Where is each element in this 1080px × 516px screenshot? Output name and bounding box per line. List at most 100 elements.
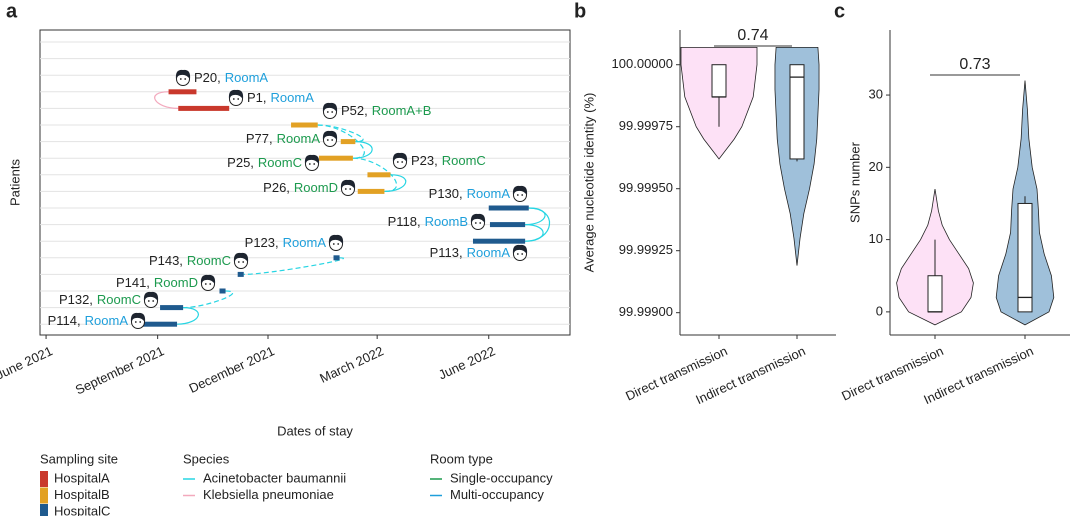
patient-id: P123, xyxy=(245,235,279,250)
icon-eye xyxy=(179,78,182,80)
patient-label: P141, RoomD xyxy=(116,275,198,290)
patient-icon xyxy=(512,244,528,261)
patient-id: P25, xyxy=(227,155,254,170)
stay-bar xyxy=(178,105,230,111)
patient-id: P113, xyxy=(430,245,463,260)
patient-icon xyxy=(322,130,338,147)
icon-eye xyxy=(337,243,340,245)
icon-eye xyxy=(331,139,334,141)
icon-eye xyxy=(209,283,212,285)
patient-icon xyxy=(392,152,408,169)
icon-eye xyxy=(204,283,207,285)
icon-hair xyxy=(512,244,528,254)
legend-title: Room type xyxy=(430,451,493,466)
patient-icon xyxy=(304,154,320,171)
patient-label: P113, RoomA xyxy=(430,245,511,260)
patient-id: P114, xyxy=(48,313,81,328)
patient-label: P26, RoomD xyxy=(263,180,338,195)
patient-id: P20, xyxy=(194,70,221,85)
box-body xyxy=(789,64,805,160)
icon-hair xyxy=(512,185,528,195)
legend-label: HospitalB xyxy=(54,487,110,502)
icon-eye xyxy=(152,300,155,302)
room-name: RoomA xyxy=(467,245,511,260)
bracket-label: 0.74 xyxy=(737,27,768,44)
room-name: RoomA xyxy=(225,70,269,85)
panel-letter: c xyxy=(834,0,845,22)
transmission-link xyxy=(525,207,551,242)
bracket-label: 0.73 xyxy=(959,56,990,73)
icon-eye xyxy=(232,98,235,100)
icon-hair xyxy=(228,89,244,99)
icon-eye xyxy=(479,222,482,224)
stay-bar xyxy=(472,238,526,244)
patient-icon xyxy=(328,234,344,251)
icon-hair xyxy=(175,69,191,79)
icon-eye xyxy=(516,194,519,196)
icon-eye xyxy=(521,253,524,255)
patient-icon xyxy=(233,252,249,269)
icon-eye xyxy=(139,321,142,323)
patient-icon xyxy=(322,102,338,119)
icon-hair xyxy=(328,234,344,244)
icon-hair xyxy=(233,252,249,262)
room-name: RoomC xyxy=(258,155,302,170)
icon-eye xyxy=(331,111,334,113)
patient-label: P77, RoomA xyxy=(246,131,320,146)
x-tick-label: September 2021 xyxy=(73,343,166,397)
patient-label: P130, RoomA xyxy=(429,186,511,201)
room-name: RoomA xyxy=(277,131,321,146)
icon-eye xyxy=(134,321,137,323)
patient-label: P123, RoomA xyxy=(245,235,327,250)
patient-icon xyxy=(340,179,356,196)
patient-icon xyxy=(175,69,191,86)
patient-label: P20, RoomA xyxy=(194,70,268,85)
room-name: RoomA xyxy=(85,313,129,328)
stay-bar xyxy=(488,205,529,211)
patient-id: P143, xyxy=(149,253,183,268)
patient-label: P114, RoomA xyxy=(48,313,129,328)
patient-icon xyxy=(130,312,146,329)
legend-title: Sampling site xyxy=(40,451,118,466)
room-name: RoomA xyxy=(283,235,327,250)
icon-eye xyxy=(184,78,187,80)
icon-eye xyxy=(516,253,519,255)
stay-bar xyxy=(291,122,318,128)
room-name: RoomC xyxy=(97,292,141,307)
icon-hair xyxy=(322,102,338,112)
icon-eye xyxy=(396,161,399,163)
patient-label: P25, RoomC xyxy=(227,155,302,170)
room-name: RoomC xyxy=(187,253,231,268)
patient-label: P143, RoomC xyxy=(149,253,231,268)
icon-eye xyxy=(474,222,477,224)
box-body xyxy=(927,275,943,313)
room-name: RoomA xyxy=(467,186,511,201)
transmission-link xyxy=(384,174,407,192)
y-tick-label: 10 xyxy=(869,231,883,246)
transmission-link xyxy=(317,124,364,143)
patient-label: P132, RoomC xyxy=(59,292,141,307)
icon-hair xyxy=(304,154,320,164)
patient-label: P52, RoomA+B xyxy=(341,103,431,118)
patient-label: P23, RoomC xyxy=(411,153,486,168)
transmission-link xyxy=(177,307,199,325)
legend-swatch xyxy=(40,504,48,516)
legend-title: Species xyxy=(183,451,230,466)
legend-label: Multi-occupancy xyxy=(450,487,544,502)
room-name: RoomB xyxy=(425,214,468,229)
stay-bar xyxy=(333,255,340,261)
icon-eye xyxy=(326,139,329,141)
legend-label: Single-occupancy xyxy=(450,470,553,485)
transmission-link xyxy=(352,157,398,192)
patient-id: P1, xyxy=(247,90,267,105)
patient-id: P77, xyxy=(246,131,273,146)
icon-eye xyxy=(237,261,240,263)
icon-eye xyxy=(344,188,347,190)
stay-bar xyxy=(318,155,353,161)
patient-label: P118, RoomB xyxy=(388,214,468,229)
icon-hair xyxy=(340,179,356,189)
y-tick-label: 100.00000 xyxy=(612,56,673,71)
y-axis-label: SNPs number xyxy=(847,141,862,223)
x-tick-label: June 2021 xyxy=(0,343,55,382)
icon-eye xyxy=(349,188,352,190)
